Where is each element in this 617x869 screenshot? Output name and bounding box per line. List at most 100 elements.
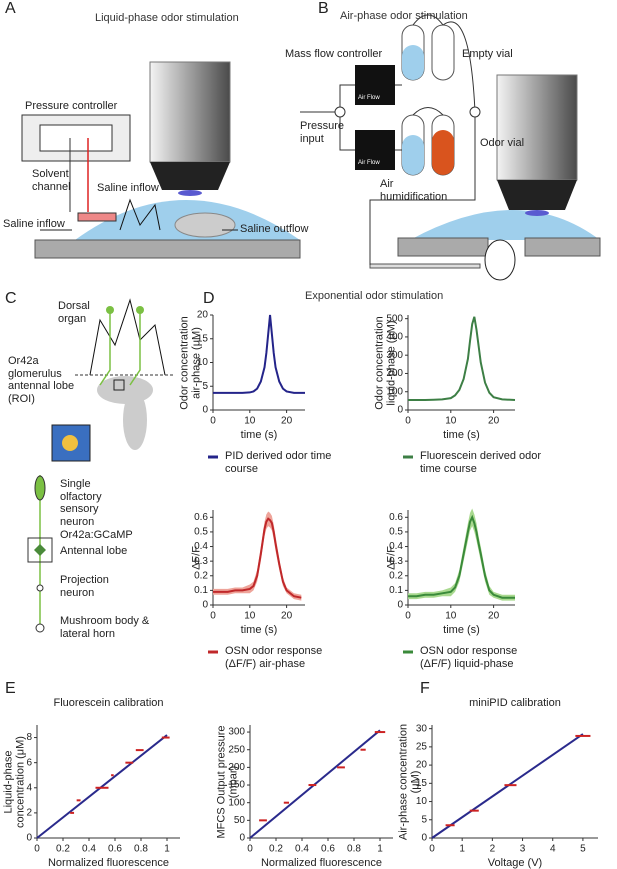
label: Single olfactory sensory neuron Or42a:GC…	[60, 478, 133, 541]
y-tick-label: 0.4	[389, 541, 403, 552]
y-tick-label: 0.1	[194, 585, 208, 596]
mass-flow-controller	[355, 65, 395, 105]
x-tick-label: 0	[429, 844, 435, 855]
lens	[525, 210, 549, 216]
panel-c-diagram	[27, 298, 175, 633]
data-line	[408, 316, 516, 401]
panel-title: Liquid-phase odor stimulation	[95, 12, 239, 24]
x-tick-label: 0.4	[295, 844, 309, 855]
osn-soma	[34, 475, 46, 501]
neuron-soma	[106, 306, 114, 314]
panel-title: Exponential odor stimulation	[305, 290, 444, 302]
panel-title: Air-phase odor stimulation	[340, 10, 468, 22]
x-axis-label: time (s)	[240, 624, 278, 636]
y-tick-label: 25	[416, 742, 428, 753]
y-tick-label: 300	[228, 727, 245, 738]
y-axis-label: Liquid-phase concentration (μM)	[1, 735, 27, 828]
x-tick-label: 10	[445, 416, 457, 427]
objective-tip	[497, 180, 577, 210]
legend-label: PID derived odor time course	[225, 450, 332, 475]
label: Saline outflow	[240, 223, 309, 235]
x-tick-label: 1	[459, 844, 465, 855]
mushroom-body	[35, 623, 45, 633]
x-tick-label: 10	[244, 611, 256, 622]
y-tick-label: 0.4	[194, 541, 208, 552]
y-tick-label: 20	[416, 760, 428, 771]
y-tick-label: 10	[416, 796, 428, 807]
antennal-lobe	[97, 376, 153, 404]
panel-a-diagram	[21, 61, 301, 259]
larva-head	[89, 298, 166, 376]
x-axis-label: Normalized fluorescence	[260, 857, 383, 869]
stage	[524, 237, 601, 257]
y-axis-label: ΔF/F	[385, 545, 398, 570]
brain-lobe	[123, 390, 147, 450]
larva-head	[119, 198, 161, 231]
x-tick-label: 20	[488, 611, 500, 622]
y-axis-label: Odor concentration liquid-phase (μM)	[372, 315, 398, 410]
label: Odor vial	[480, 137, 525, 149]
y-axis-label: Air-phase concentration (μM)	[396, 723, 422, 840]
objective-tip	[150, 162, 230, 190]
panel-letter: C	[5, 290, 17, 307]
y-tick-label: 0	[26, 833, 32, 844]
label: Saline inflow	[97, 182, 159, 194]
x-tick-label: 0.2	[56, 844, 70, 855]
label: Empty vial	[462, 48, 513, 60]
x-axis-label: time (s)	[240, 429, 278, 441]
x-tick-label: 0	[210, 611, 216, 622]
x-tick-label: 20	[488, 416, 500, 427]
neurons	[99, 310, 141, 386]
y-axis-label: MFCS Output pressure (mbar)	[214, 724, 240, 839]
y-tick-label: 500	[386, 313, 403, 324]
mass-flow-controller	[355, 130, 395, 170]
saline-dome	[410, 210, 600, 240]
neuron-soma	[136, 306, 144, 314]
error-band	[408, 508, 515, 601]
x-tick-label: 1	[377, 844, 383, 855]
objective	[149, 61, 231, 163]
y-tick-label: 0	[239, 833, 245, 844]
y-tick-label: 0	[202, 405, 208, 416]
x-tick-label: 0	[405, 416, 411, 427]
data-line	[408, 514, 515, 599]
y-tick-label: 0.5	[194, 527, 208, 538]
x-tick-label: 0	[210, 416, 216, 427]
stage	[397, 237, 489, 257]
label: Saline inflow	[3, 218, 65, 230]
label: Or42a glomerulus antennal lobe (ROI)	[8, 355, 75, 405]
channel	[77, 212, 117, 222]
x-axis-label: time (s)	[443, 624, 480, 636]
y-tick-label: 2	[26, 808, 32, 819]
panel-letter: B	[318, 0, 329, 17]
tube	[369, 263, 481, 269]
projection-neuron	[36, 584, 44, 592]
valve	[469, 106, 481, 118]
y-tick-label: 4	[26, 782, 32, 793]
y-tick-label: 30	[416, 723, 428, 734]
panel-letter: E	[5, 680, 16, 697]
vial	[431, 24, 455, 81]
panel-b-diagram	[300, 14, 601, 281]
label: Mass flow controller	[285, 48, 383, 60]
fit-line	[36, 734, 168, 839]
valve	[334, 106, 346, 118]
x-axis-label: time (s)	[443, 429, 480, 441]
chart-title: miniPID calibration	[469, 697, 561, 709]
x-tick-label: 0	[34, 844, 40, 855]
y-tick-label: 0	[397, 405, 403, 416]
y-tick-label: 15	[197, 333, 209, 344]
label: Air humidification	[380, 178, 448, 203]
y-axis-label: ΔF/F	[190, 545, 203, 570]
x-tick-label: 0.4	[82, 844, 96, 855]
x-tick-label: 0	[405, 611, 411, 622]
y-tick-label: 100	[228, 797, 245, 808]
data-line	[213, 517, 302, 599]
label: Pressure controller	[25, 100, 118, 112]
y-tick-label: 0.3	[389, 556, 403, 567]
stage	[34, 239, 301, 259]
label: Projection neuron	[60, 574, 109, 599]
panel-letter: F	[420, 680, 430, 697]
controller-screen	[39, 124, 113, 152]
